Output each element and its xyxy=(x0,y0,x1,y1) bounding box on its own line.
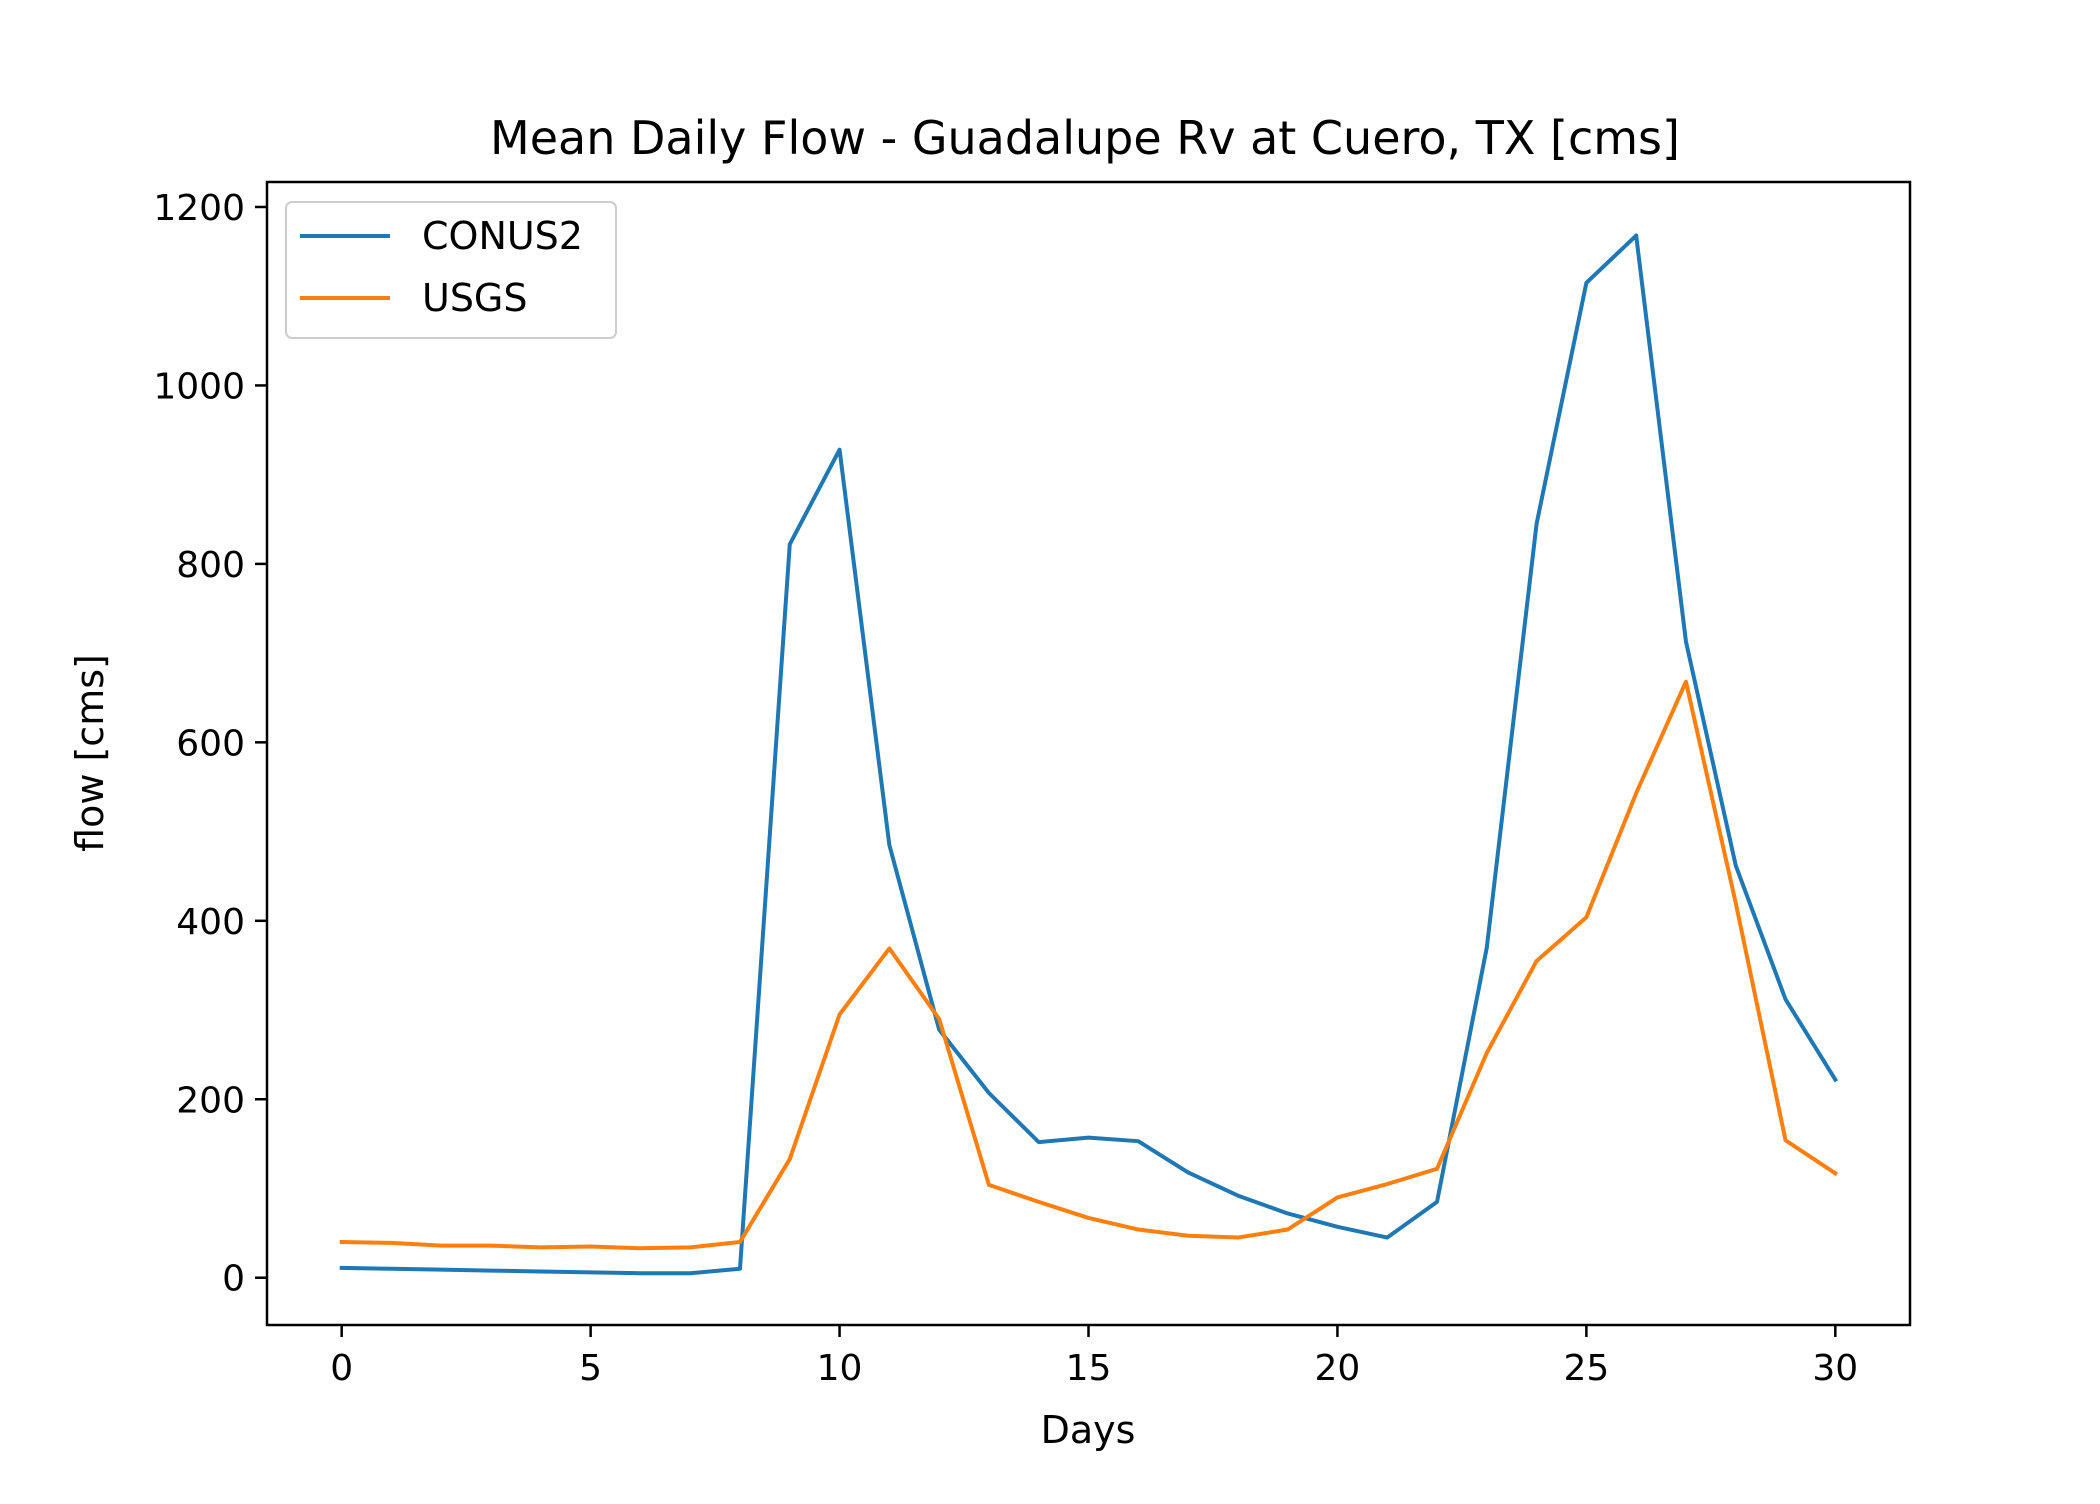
series-group xyxy=(339,233,1839,1276)
x-tick-label: 15 xyxy=(1066,1348,1112,1389)
chart-title: Mean Daily Flow - Guadalupe Rv at Cuero,… xyxy=(490,111,1680,165)
y-axis: 0 200 400 600 800 1000 1200 xyxy=(153,188,267,1300)
y-tick-label: 1200 xyxy=(153,188,245,229)
series-line-conus2 xyxy=(339,233,1839,1276)
y-tick-label: 0 xyxy=(222,1259,245,1300)
y-tick-label: 200 xyxy=(176,1080,245,1121)
x-tick-label: 30 xyxy=(1812,1348,1858,1389)
legend: CONUS2 USGS xyxy=(285,201,617,339)
y-tick-label: 1000 xyxy=(153,366,245,407)
y-tick-label: 400 xyxy=(176,902,245,943)
x-axis: 0 5 10 15 20 25 30 xyxy=(330,1325,1858,1389)
y-tick-label: 600 xyxy=(176,723,245,764)
x-tick-label: 10 xyxy=(817,1348,863,1389)
y-tick-label: 800 xyxy=(176,545,245,586)
x-tick-label: 0 xyxy=(330,1348,353,1389)
x-tick-label: 25 xyxy=(1563,1348,1609,1389)
x-tick-label: 20 xyxy=(1315,1348,1361,1389)
legend-label-usgs: USGS xyxy=(422,276,528,320)
x-tick-label: 5 xyxy=(579,1348,602,1389)
x-axis-label: Days xyxy=(1041,1408,1136,1452)
legend-label-conus2: CONUS2 xyxy=(422,214,583,258)
y-axis-label: flow [cms] xyxy=(68,654,112,852)
series-line-usgs xyxy=(339,679,1839,1251)
